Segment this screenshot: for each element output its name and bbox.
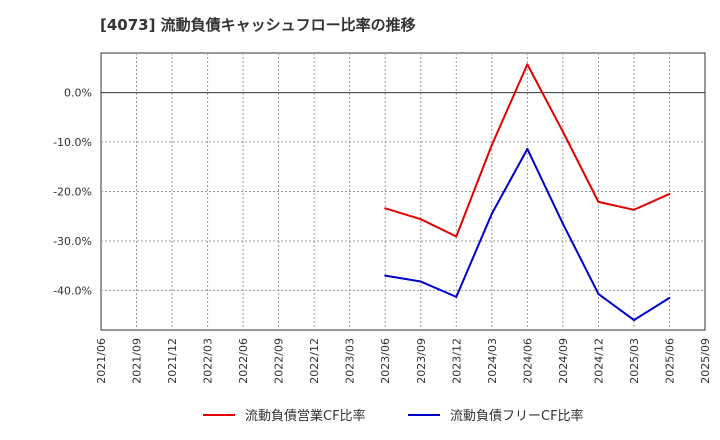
data-point bbox=[490, 144, 493, 147]
x-tick-label: 2024/06 bbox=[521, 338, 534, 384]
x-tick-label: 2022/09 bbox=[273, 338, 286, 384]
x-tick-label: 2023/09 bbox=[415, 338, 428, 384]
y-tick-label: -20.0% bbox=[53, 186, 92, 199]
data-point bbox=[561, 222, 564, 225]
data-point bbox=[632, 208, 635, 211]
x-axis: 2021/06 2021/09 2021/12 2022/03 2022/06 2022/… bbox=[95, 338, 712, 384]
data-point bbox=[384, 207, 387, 210]
grid bbox=[101, 53, 705, 330]
legend: 流動負債営業CF比率 流動負債フリーCF比率 bbox=[203, 408, 584, 424]
data-point bbox=[490, 212, 493, 215]
x-tick-label: 2024/03 bbox=[486, 338, 499, 384]
data-point bbox=[384, 274, 387, 277]
y-tick-label: 0.0% bbox=[64, 87, 92, 100]
data-point bbox=[419, 218, 422, 221]
x-tick-label: 2021/06 bbox=[95, 338, 108, 384]
data-point bbox=[597, 292, 600, 295]
x-tick-label: 2023/06 bbox=[379, 338, 392, 384]
x-tick-label: 2022/12 bbox=[308, 338, 321, 384]
data-point bbox=[526, 147, 529, 150]
series-layer bbox=[384, 63, 671, 322]
data-point bbox=[597, 200, 600, 203]
x-tick-label: 2025/03 bbox=[628, 338, 641, 384]
x-tick-label: 2025/06 bbox=[663, 338, 676, 384]
y-tick-label: -30.0% bbox=[53, 235, 92, 248]
legend-label-2: 流動負債フリーCF比率 bbox=[450, 408, 584, 424]
y-axis: 0.0% -10.0% -20.0% -30.0% -40.0% bbox=[53, 87, 92, 298]
x-tick-label: 2024/12 bbox=[592, 338, 605, 384]
x-tick-label: 2025/09 bbox=[699, 338, 712, 384]
data-point bbox=[526, 63, 529, 66]
legend-label-1: 流動負債営業CF比率 bbox=[245, 408, 366, 424]
data-point bbox=[455, 235, 458, 238]
chart-title: [4073] 流動負債キャッシュフロー比率の推移 bbox=[100, 16, 416, 34]
x-tick-label: 2023/03 bbox=[344, 338, 357, 384]
data-point bbox=[419, 280, 422, 283]
x-tick-label: 2024/09 bbox=[557, 338, 570, 384]
x-tick-label: 2021/09 bbox=[131, 338, 144, 384]
data-point bbox=[668, 192, 671, 195]
y-tick-label: -10.0% bbox=[53, 136, 92, 149]
data-point bbox=[561, 130, 564, 133]
x-tick-label: 2022/03 bbox=[202, 338, 215, 384]
x-tick-label: 2022/06 bbox=[237, 338, 250, 384]
x-tick-label: 2021/12 bbox=[166, 338, 179, 384]
data-point bbox=[455, 295, 458, 298]
y-tick-label: -40.0% bbox=[53, 284, 92, 297]
x-tick-label: 2023/12 bbox=[450, 338, 463, 384]
data-point bbox=[632, 319, 635, 322]
data-point bbox=[668, 296, 671, 299]
